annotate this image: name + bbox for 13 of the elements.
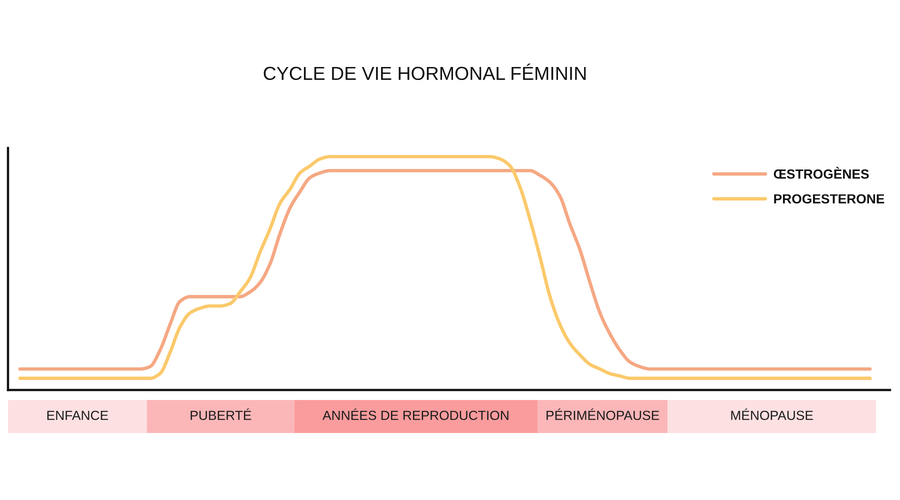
legend-label: ŒSTROGÈNES <box>774 166 869 179</box>
legend-label: PROGESTERONE <box>774 194 884 204</box>
series-label: MÉNOPAUSE <box>731 408 813 420</box>
chart-title: CYCLE DE VIE HORMONAL FÉMININ <box>264 64 586 80</box>
bar <box>537 400 668 433</box>
bar <box>294 400 538 433</box>
series-label: ANNÉES DE REPRODUCTION <box>322 408 508 420</box>
bar <box>8 400 147 433</box>
series-label: PUBERTÉ <box>190 408 252 420</box>
bar <box>146 400 294 433</box>
bar <box>668 400 876 433</box>
series-label: PÉRIMÉNOPAUSE <box>546 408 660 420</box>
series-label: ENFANCE <box>47 410 108 420</box>
